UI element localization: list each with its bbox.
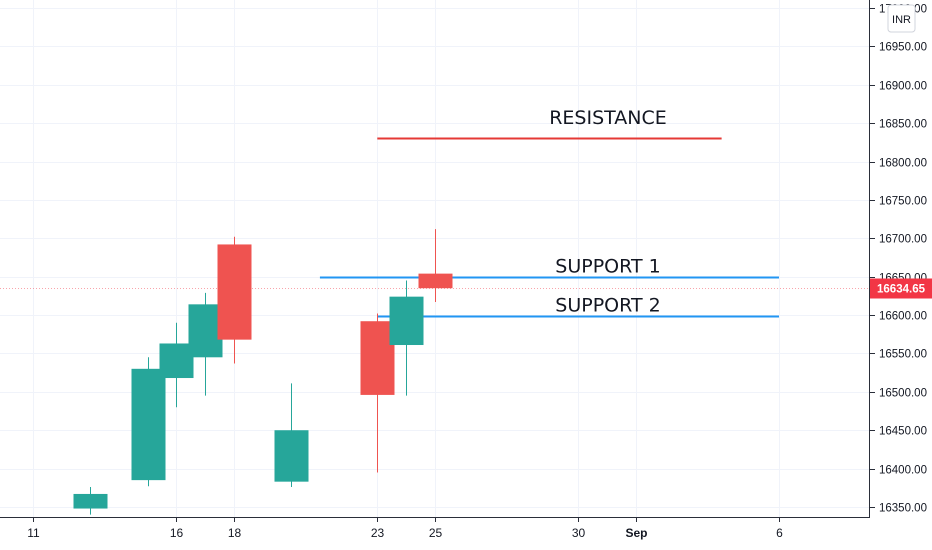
price-tick-label: 16950.00 — [879, 42, 927, 54]
candle-body — [389, 296, 424, 346]
candle-body — [73, 493, 108, 509]
last-price-tag: 16634.65 — [870, 278, 932, 299]
price-tick-label: 16550.00 — [879, 349, 927, 361]
time-axis[interactable]: 11 16 18 23 25 30 Sep 6 — [27, 517, 783, 540]
time-tick-label: 18 — [228, 526, 242, 540]
last-price-tag-box — [870, 278, 932, 299]
price-tick-label: 16850.00 — [879, 119, 927, 131]
time-tick-label: 23 — [371, 526, 385, 540]
price-axis[interactable]: 16350.00 16400.00 16450.00 16500.00 16550.00… — [870, 4, 927, 515]
currency-badge-box — [887, 4, 916, 33]
level-annotations: RESISTANCE SUPPORT 1 SUPPORT 2 — [549, 107, 667, 317]
currency-label: INR — [892, 14, 911, 26]
price-tick-label: 16400.00 — [879, 465, 927, 477]
price-tick-label: 16600.00 — [879, 311, 927, 323]
candle-up[interactable] — [188, 292, 223, 396]
candle-body — [418, 273, 453, 289]
price-tick-label: 16450.00 — [879, 426, 927, 438]
time-tick-label: 16 — [170, 526, 184, 540]
time-tick-label: Sep — [625, 526, 647, 540]
candles — [73, 229, 453, 515]
grid — [0, 0, 869, 517]
candle-up[interactable] — [389, 280, 424, 396]
candle-down[interactable] — [418, 229, 453, 303]
candle-up[interactable] — [131, 357, 166, 487]
price-tick-label: 16900.00 — [879, 81, 927, 93]
candle-up[interactable] — [73, 487, 108, 515]
time-tick-label: 30 — [572, 526, 586, 540]
candle-up[interactable] — [274, 383, 309, 488]
level-label: SUPPORT 1 — [555, 256, 660, 278]
candle-body — [159, 343, 194, 379]
time-tick-label: 6 — [776, 526, 783, 540]
price-tick-label: 16500.00 — [879, 388, 927, 400]
price-tick-label: 16700.00 — [879, 234, 927, 246]
price-tick-label: 16350.00 — [879, 503, 927, 515]
candle-up[interactable] — [159, 322, 194, 408]
last-price-value: 16634.65 — [877, 284, 926, 296]
support-resistance-levels — [319, 137, 779, 318]
candle-body — [188, 304, 223, 358]
level-label: SUPPORT 2 — [555, 295, 660, 317]
candle-body — [217, 244, 252, 340]
candle-body — [274, 430, 309, 482]
candle-body — [360, 321, 395, 395]
level-label: RESISTANCE — [549, 107, 667, 129]
time-tick-label: 25 — [429, 526, 443, 540]
currency-badge[interactable]: INR — [887, 4, 916, 33]
price-tick-label: 16800.00 — [879, 158, 927, 170]
price-tick-label: 16750.00 — [879, 196, 927, 208]
candle-down[interactable] — [360, 313, 395, 473]
time-tick-label: 11 — [27, 526, 40, 540]
candle-body — [131, 368, 166, 481]
candle-down[interactable] — [217, 236, 252, 364]
